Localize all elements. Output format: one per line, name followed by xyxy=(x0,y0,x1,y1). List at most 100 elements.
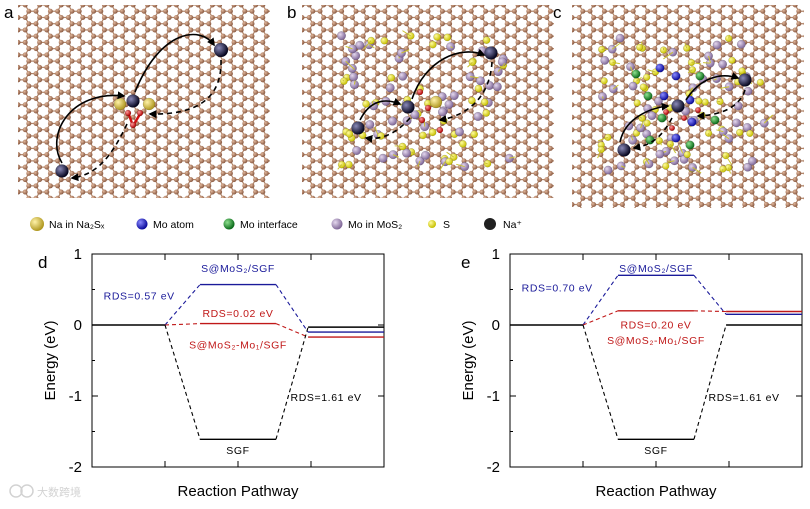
panel-a-carbon-atom xyxy=(282,127,287,132)
panel-a-carbon-atom xyxy=(242,8,248,14)
panel-c-c-bond xyxy=(572,117,573,119)
panel-a-c-bond xyxy=(49,197,50,198)
panel-a-carbon-atom xyxy=(44,14,50,20)
panel-b-carbon-atom xyxy=(547,158,553,164)
panel-c-c-bond xyxy=(572,203,573,205)
panel-a-carbon-atom xyxy=(166,5,172,8)
panel-b-c-bond xyxy=(568,130,572,136)
panel-a-carbon-atom xyxy=(173,14,179,20)
panel-a-carbon-atom xyxy=(5,121,10,126)
panel-a-carbon-atom xyxy=(155,170,161,176)
panel-b-carbon-atom xyxy=(537,102,543,108)
panel-a-carbon-atom xyxy=(18,102,21,108)
panel-a-carbon-atom xyxy=(217,14,223,20)
panel-b-carbon-atom xyxy=(339,170,345,176)
panel-b-carbon-atom xyxy=(504,96,510,102)
panel-a-carbon-atom xyxy=(87,164,93,170)
panel-a-carbon-atom xyxy=(44,52,50,58)
panel-b-sulfur xyxy=(419,131,427,140)
panel-a-carbon-atom xyxy=(156,0,161,1)
panel-a-carbon-atom xyxy=(98,0,103,1)
panel-a-carbon-atom xyxy=(18,14,21,20)
panel-b-carbon-atom xyxy=(331,158,337,164)
panel-b-c-bond xyxy=(302,16,303,18)
panel-a-c-bond xyxy=(274,61,278,67)
panel-a-carbon-atom xyxy=(22,164,28,170)
panel-b-carbon-atom xyxy=(317,120,323,126)
panel-a-carbon-atom xyxy=(271,9,276,14)
panel-c-c-bond xyxy=(644,5,645,6)
panel-b-carbon-atom xyxy=(457,5,463,8)
panel-a-carbon-atom xyxy=(87,39,93,45)
panel-a-carbon-atom xyxy=(195,139,201,145)
panel-b-carbon-atom xyxy=(547,46,553,52)
panel-b-carbon-atom xyxy=(418,58,424,64)
panel-b-carbon-atom xyxy=(296,71,301,76)
panel-b-carbon-atom xyxy=(458,202,463,207)
panel-b-carbon-atom xyxy=(472,64,478,70)
panel-a-c-bond xyxy=(28,197,29,198)
panel-a-carbon-atom xyxy=(109,189,115,195)
panel-b-carbon-atom xyxy=(353,96,359,102)
panel-b-c-bond xyxy=(558,130,562,136)
panel-a-c-bond xyxy=(25,5,26,6)
panel-b-c-bond xyxy=(406,197,407,198)
panel-b-carbon-atom xyxy=(504,46,510,52)
panel-b-carbon-atom xyxy=(544,39,550,45)
panel-a-carbon-atom xyxy=(119,83,125,89)
panel-a-carbon-atom xyxy=(271,121,276,126)
panel-b-carbon-atom xyxy=(408,202,413,207)
panel-a-carbon-atom xyxy=(18,5,21,8)
panel-a-c-bond xyxy=(274,42,278,48)
panel-a-carbon-atom xyxy=(18,39,21,45)
panel-b-carbon-atom xyxy=(331,71,337,77)
panel-b-sulfur xyxy=(482,109,491,117)
panel-a-carbon-atom xyxy=(260,27,266,33)
panel-b-carbon-atom xyxy=(544,89,550,95)
structure-panel-b xyxy=(296,5,572,207)
panel-b-carbon-atom xyxy=(526,33,532,39)
panel-a-carbon-atom xyxy=(209,189,215,195)
panel-a-c-bond xyxy=(284,74,288,80)
panel-b-bond xyxy=(483,162,488,165)
panel-b-carbon-atom xyxy=(504,145,510,151)
panel-b-bond xyxy=(411,151,417,155)
panel-a-c-bond xyxy=(58,197,59,198)
panel-a-c-bond xyxy=(18,54,19,57)
panel-b-carbon-atom xyxy=(436,77,442,83)
panel-a-carbon-atom xyxy=(134,195,140,198)
panel-b-carbon-atom xyxy=(537,89,543,95)
panel-b-carbon-atom xyxy=(522,127,528,133)
panel-b-carbon-atom xyxy=(439,8,445,14)
panel-b-carbon-atom xyxy=(396,158,402,164)
panel-c-c-bond xyxy=(572,116,573,118)
panel-b-carbon-atom xyxy=(436,64,442,70)
panel-b-carbon-atom xyxy=(547,8,553,14)
panel-a-carbon-atom xyxy=(227,170,233,176)
panel-b-carbon-atom xyxy=(321,77,327,83)
panel-a-carbon-atom xyxy=(69,120,75,126)
panel-c-c-bond xyxy=(601,211,605,217)
panel-a-carbon-atom xyxy=(87,114,93,120)
panel-a-carbon-atom xyxy=(69,33,75,39)
panel-b-carbon-atom xyxy=(533,145,539,151)
panel-a-c-bond xyxy=(18,53,19,55)
panel-a-carbon-atom xyxy=(177,133,183,139)
panel-b-carbon-atom xyxy=(396,108,402,114)
panel-b-carbon-atom xyxy=(522,164,528,170)
panel-a-carbon-atom xyxy=(217,189,223,195)
panel-b-carbon-atom xyxy=(415,202,420,207)
panel-b-carbon-atom xyxy=(450,14,456,20)
panel-b-carbon-atom xyxy=(533,170,539,176)
panel-a-carbon-atom xyxy=(55,58,61,64)
panel-b-carbon-atom xyxy=(447,108,453,114)
panel-b-carbon-atom xyxy=(328,127,334,133)
panel-a-carbon-atom xyxy=(87,52,93,58)
panel-a-carbon-atom xyxy=(249,71,255,77)
panel-a-carbon-atom xyxy=(26,46,32,52)
panel-a-c-bond xyxy=(36,197,37,198)
panel-b-carbon-atom xyxy=(364,5,370,8)
panel-b-c-bond xyxy=(568,67,572,73)
panel-b-carbon-atom xyxy=(328,39,334,45)
panel-a-carbon-atom xyxy=(152,14,158,20)
